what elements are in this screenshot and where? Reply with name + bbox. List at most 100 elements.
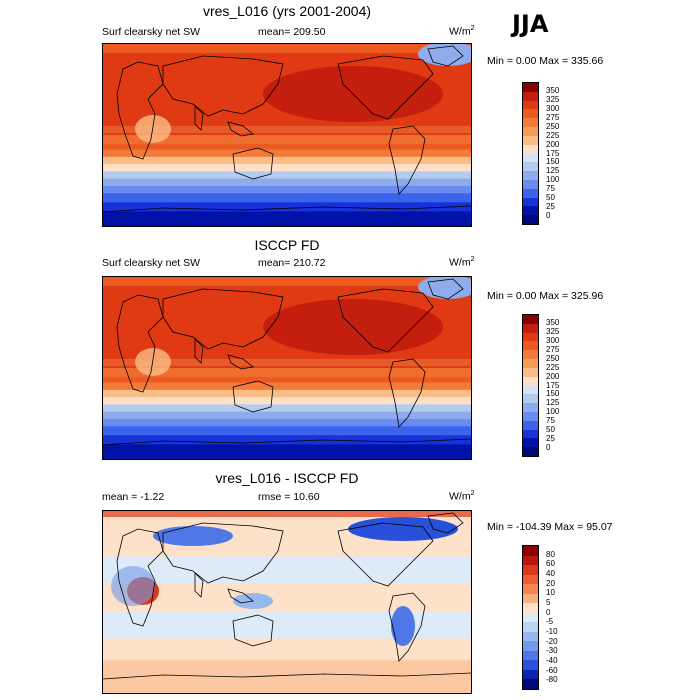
colorbar-tick-label: 75 [546, 416, 555, 426]
panel-3-units: W/m2 [449, 490, 475, 503]
panel-2-map [102, 276, 472, 460]
colorbar-tick-label: 50 [546, 193, 555, 203]
colorbar-swatch [523, 603, 538, 613]
colorbar-swatch [523, 359, 538, 368]
colorbar-swatch [523, 546, 538, 556]
colorbar-swatch [523, 574, 538, 585]
colorbar-tick-label: 325 [546, 94, 560, 104]
colorbar-tick-label: 25 [546, 434, 555, 444]
panel-1-units: W/m2 [449, 25, 475, 38]
colorbar-tick-label: 175 [546, 148, 560, 158]
panel-3-rmse-label: rmse = 10.60 [258, 491, 320, 503]
colorbar-swatch [523, 438, 538, 448]
colorbar-tick-label: 5 [546, 598, 551, 607]
colorbar-tick-label: 200 [546, 371, 560, 381]
panel-1-map [102, 43, 472, 227]
panel-3-title: vres_L016 - ISCCP FD [215, 470, 359, 486]
colorbar-swatch [523, 403, 538, 412]
colorbar-swatch [523, 179, 538, 189]
colorbar-tick-label: 125 [546, 166, 560, 176]
colorbar-tick-label: 0 [546, 211, 551, 221]
colorbar-tick-label: 175 [546, 380, 560, 390]
colorbar-swatch [523, 622, 538, 632]
colorbar-swatch [523, 669, 538, 680]
panel-3-map [102, 510, 472, 694]
season-label: JJA [512, 10, 549, 38]
colorbar-tick-label: 125 [546, 398, 560, 408]
colorbar-tick-label: -5 [546, 617, 554, 627]
colorbar-tick-label: 150 [546, 157, 560, 167]
colorbar-tick-label: -60 [546, 665, 558, 675]
colorbar-tick-label: 0 [546, 443, 551, 453]
panel-3-colorbar [522, 545, 539, 690]
colorbar-tick-label: 150 [546, 389, 560, 399]
colorbar-tick-label: 250 [546, 121, 560, 131]
colorbar-swatch [523, 420, 538, 430]
colorbar-swatch [523, 367, 538, 377]
colorbar-tick-label: 25 [546, 202, 555, 212]
panel-3-minmax: Min = -104.39 Max = 95.07 [487, 521, 613, 533]
colorbar-swatch [523, 350, 538, 360]
panel-1-minmax: Min = 0.00 Max = 335.66 [487, 55, 604, 67]
colorbar-tick-label: 20 [546, 578, 555, 588]
colorbar-swatch [523, 83, 538, 92]
colorbar-tick-label: 275 [546, 112, 560, 122]
colorbar-tick-label: 350 [546, 85, 560, 95]
colorbar-tick-label: 60 [546, 559, 555, 569]
colorbar-tick-label: -10 [546, 627, 558, 636]
colorbar-swatch [523, 376, 538, 386]
colorbar-swatch [523, 100, 538, 110]
colorbar-tick-label: 250 [546, 353, 560, 363]
colorbar-tick-label: 325 [546, 326, 560, 336]
colorbar-tick-label: 300 [546, 335, 560, 345]
colorbar-swatch [523, 144, 538, 154]
colorbar-tick-label: -80 [546, 675, 558, 685]
colorbar-swatch [523, 127, 538, 136]
colorbar-swatch [523, 341, 538, 351]
colorbar-tick-label: 80 [546, 549, 555, 559]
colorbar-tick-label: 40 [546, 569, 555, 578]
colorbar-swatch [523, 153, 538, 163]
colorbar-swatch [523, 411, 538, 421]
colorbar-swatch [523, 332, 538, 342]
colorbar-tick-label: 50 [546, 425, 555, 435]
colorbar-tick-label: -40 [546, 656, 558, 665]
colorbar-swatch [523, 641, 538, 651]
colorbar-tick-label: 75 [546, 184, 555, 194]
colorbar-swatch [523, 215, 538, 224]
panel-2-mean-label: mean= 210.72 [258, 257, 326, 269]
colorbar-swatch [523, 171, 538, 180]
colorbar-tick-label: 200 [546, 139, 560, 149]
panel-2-colorbar [522, 314, 539, 457]
panel-1-colorbar [522, 82, 539, 225]
colorbar-swatch [523, 91, 538, 101]
panel-3-mean-label: mean = -1.22 [102, 491, 165, 503]
colorbar-swatch [523, 162, 538, 172]
colorbar-tick-label: 225 [546, 362, 560, 372]
colorbar-tick-label: 10 [546, 588, 555, 598]
colorbar-tick-label: 0 [546, 607, 551, 617]
colorbar-swatch [523, 612, 538, 623]
colorbar-swatch [523, 315, 538, 324]
colorbar-swatch [523, 206, 538, 216]
panel-2-units: W/m2 [449, 256, 475, 269]
colorbar-swatch [523, 118, 538, 128]
colorbar-tick-label: 350 [546, 317, 560, 327]
colorbar-tick-label: 100 [546, 175, 560, 185]
colorbar-tick-label: 225 [546, 130, 560, 140]
colorbar-tick-label: -30 [546, 646, 558, 656]
colorbar-tick-label: 100 [546, 407, 560, 417]
colorbar-swatch [523, 394, 538, 404]
colorbar-tick-label: 275 [546, 344, 560, 354]
colorbar-swatch [523, 679, 538, 689]
colorbar-swatch [523, 584, 538, 594]
colorbar-swatch [523, 631, 538, 642]
colorbar-swatch [523, 135, 538, 145]
panel-1-variable-label: Surf clearsky net SW [102, 26, 201, 38]
colorbar-swatch [523, 593, 538, 604]
colorbar-swatch [523, 660, 538, 670]
colorbar-swatch [523, 447, 538, 456]
panel-2-minmax: Min = 0.00 Max = 325.96 [487, 290, 604, 302]
colorbar-swatch [523, 385, 538, 395]
colorbar-swatch [523, 650, 538, 661]
